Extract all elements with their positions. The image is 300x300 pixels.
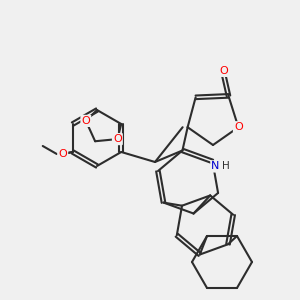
Text: O: O [234,122,243,132]
Text: N: N [211,161,220,171]
Text: O: O [113,134,122,144]
Text: O: O [82,116,90,126]
Text: O: O [219,66,228,76]
Text: O: O [58,149,67,159]
Text: H: H [222,161,230,171]
